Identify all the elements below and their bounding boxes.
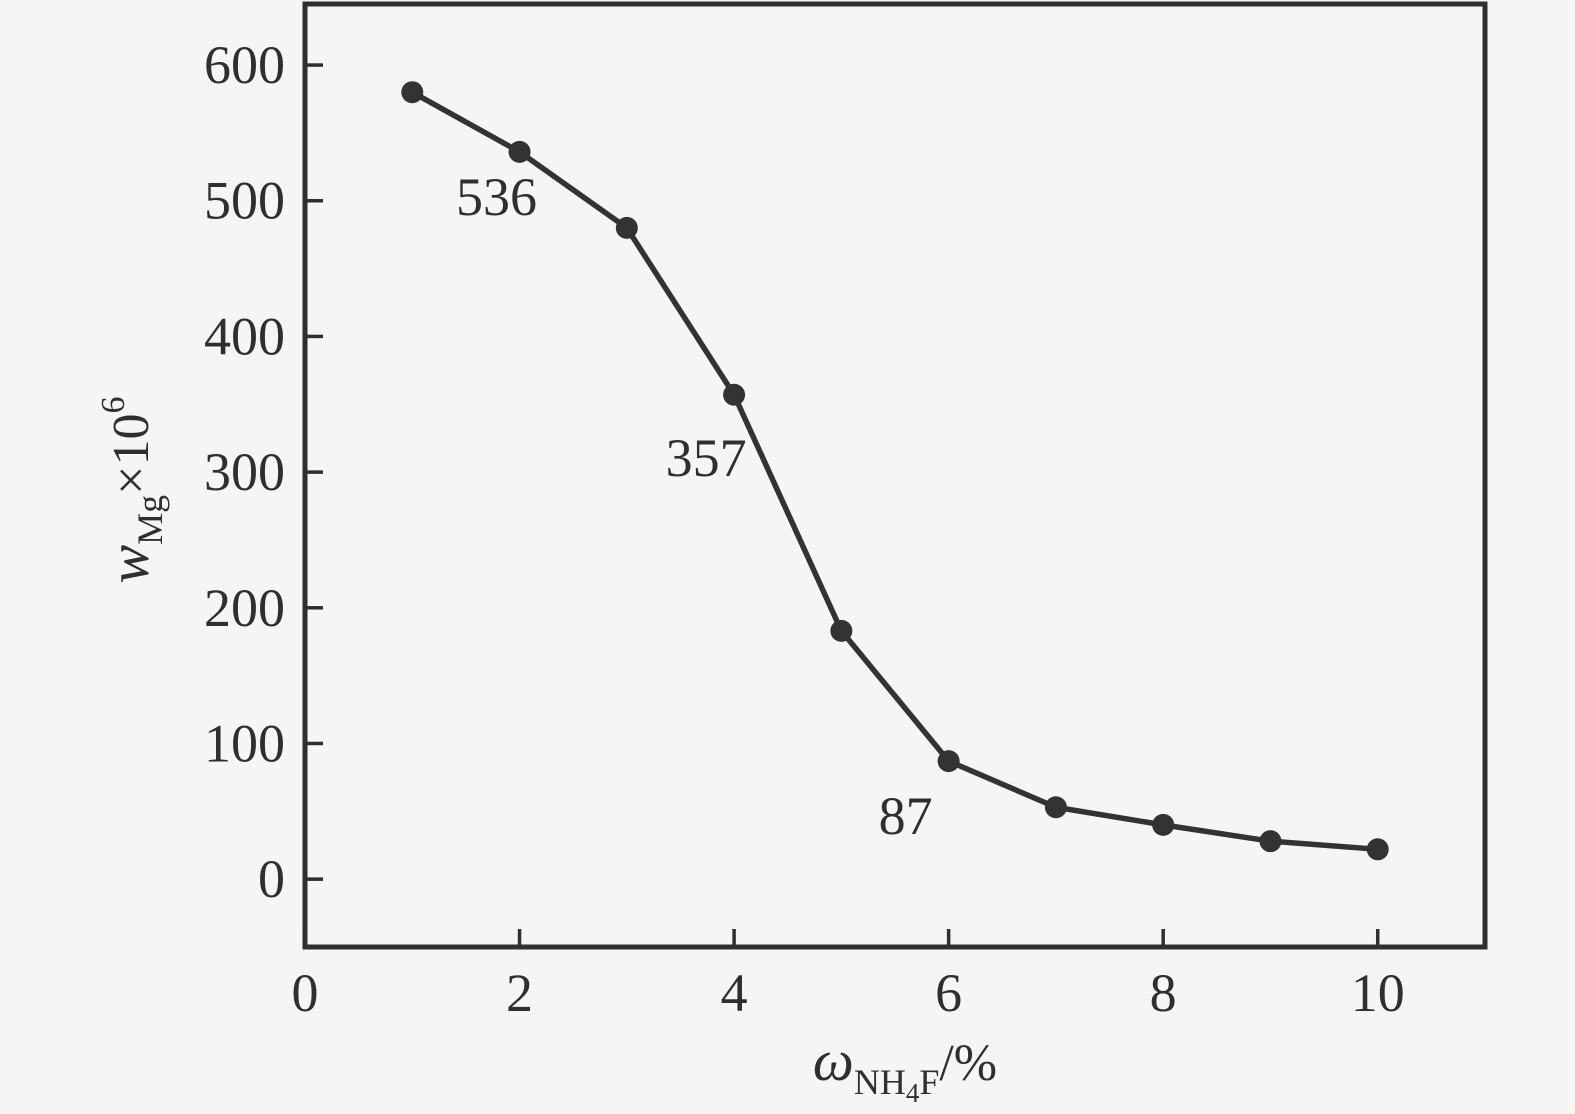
y-tick-label: 300: [204, 442, 285, 502]
y-axis-label: wMg×106: [95, 396, 170, 583]
data-point: [508, 140, 531, 163]
x-tick-label: 10: [1351, 963, 1405, 1023]
point-value-label: 357: [666, 428, 747, 488]
y-tick-label: 600: [204, 35, 285, 95]
x-axis-label: ωNH4F/%: [813, 1028, 997, 1108]
y-tick-label: 500: [204, 171, 285, 231]
point-value-label: 536: [456, 167, 537, 227]
data-line: [409, 89, 1381, 853]
data-point: [1259, 830, 1282, 853]
y-tick-label: 200: [204, 578, 285, 638]
y-tick-label: 400: [204, 306, 285, 366]
data-point: [615, 216, 638, 239]
data-point: [723, 383, 746, 406]
x-tick-label: 2: [506, 963, 533, 1023]
point-value-label: 87: [879, 786, 933, 846]
data-point: [1366, 838, 1389, 861]
data-point: [830, 619, 853, 642]
y-tick-label: 0: [258, 849, 285, 909]
data-point: [1152, 813, 1175, 836]
x-tick-label: 8: [1150, 963, 1177, 1023]
plot-frame: [302, 1, 1488, 950]
data-point: [401, 81, 424, 104]
data-point: [937, 750, 960, 773]
data-point: [1044, 796, 1067, 819]
x-tick-label: 6: [935, 963, 962, 1023]
x-tick-label: 4: [721, 963, 748, 1023]
y-tick-label: 100: [204, 713, 285, 773]
x-tick-label: 0: [292, 963, 319, 1023]
